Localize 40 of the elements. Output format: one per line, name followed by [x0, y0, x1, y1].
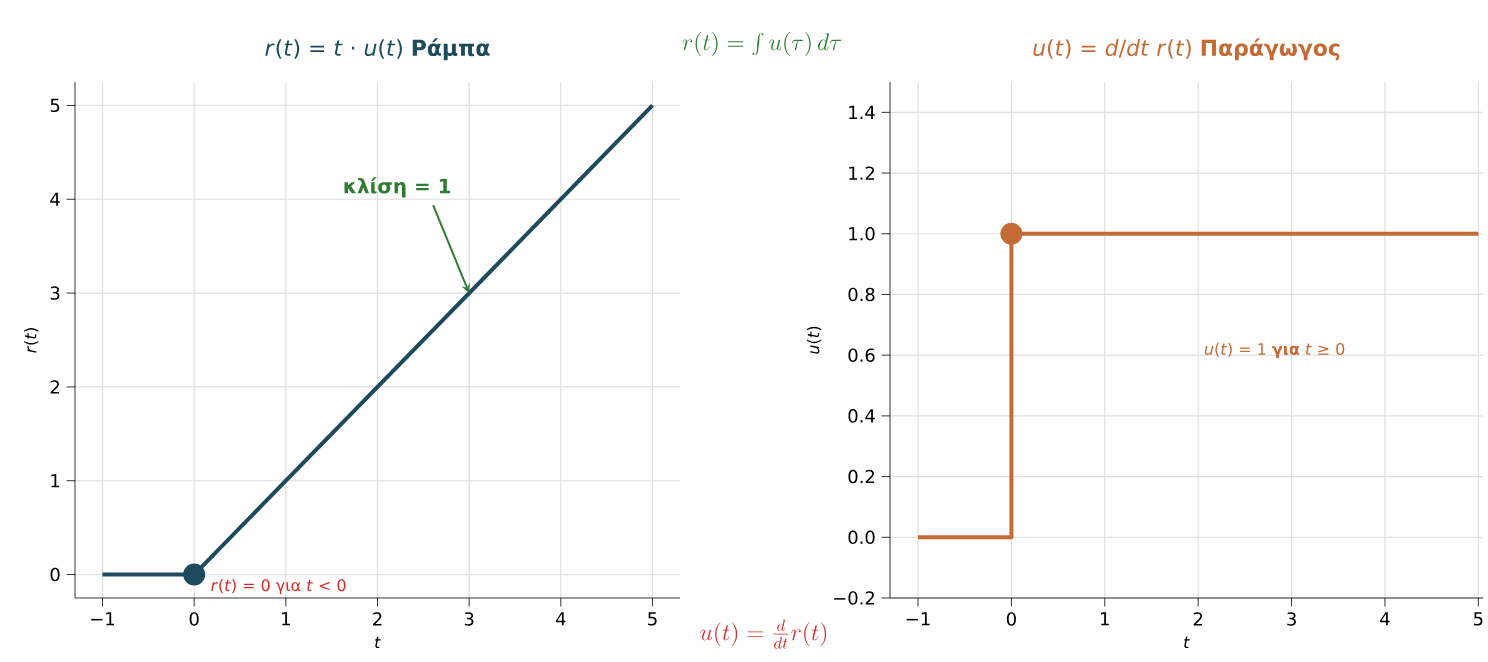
x-tick-label: 2	[373, 612, 382, 626]
y-tick-label: 1.4	[849, 105, 875, 119]
x-axis-title: t	[375, 636, 381, 648]
y-tick-label: 1	[51, 474, 60, 488]
x-tick-label: 2	[1193, 612, 1203, 626]
annotation: u(t) = 1 για t ≥ 0	[1204, 342, 1345, 359]
x-tick-label: 1	[1101, 612, 1109, 626]
x-tick-label: 1	[282, 612, 290, 626]
y-tick-label: 4	[50, 192, 60, 206]
y-tick-label: −0.2	[834, 591, 875, 605]
y-tick-label: 0.8	[848, 287, 875, 302]
annotation: κλίση = 1	[344, 177, 451, 198]
x-tick-label: 5	[1474, 612, 1483, 626]
annotation: r(t) = 0 για t < 0	[211, 578, 346, 595]
x-tick-label: −1	[906, 612, 930, 626]
text: $u(t) = \frac{d}{dt} r(t)$	[700, 619, 827, 649]
y-axis-title: r(t)	[24, 328, 39, 353]
y-tick-label: 0.2	[848, 469, 875, 484]
x-tick-label: 3	[1287, 612, 1296, 626]
y-axis-title: u(t)	[807, 326, 822, 354]
x-tick-label: 0	[1006, 612, 1016, 626]
y-tick-label: 3	[50, 286, 60, 300]
y-tick-label: 0	[50, 567, 60, 582]
chart-title: u(t) = d/dt r(t) Παράγωγος	[1033, 38, 1340, 61]
y-tick-label: 2	[50, 380, 59, 394]
y-tick-label: 0.6	[848, 348, 875, 362]
y-tick-label: 5	[50, 98, 60, 113]
x-axis-title: t	[1184, 636, 1190, 648]
chart-title: r(t) = t · u(t) Ράμπα	[265, 38, 490, 61]
text: $r(t) = \int u(\tau)\,d\tau$	[682, 32, 842, 56]
x-tick-label: 5	[648, 612, 657, 626]
y-tick-label: 0.4	[848, 409, 875, 423]
x-tick-label: 0	[189, 612, 199, 626]
x-tick-label: −1	[91, 612, 115, 626]
y-tick-label: 0.0	[848, 530, 875, 545]
y-tick-label: 1.2	[849, 166, 875, 180]
x-tick-label: 4	[1380, 612, 1390, 626]
x-tick-label: 3	[464, 612, 474, 626]
y-tick-label: 1.0	[849, 226, 875, 241]
x-tick-label: 4	[555, 612, 566, 626]
